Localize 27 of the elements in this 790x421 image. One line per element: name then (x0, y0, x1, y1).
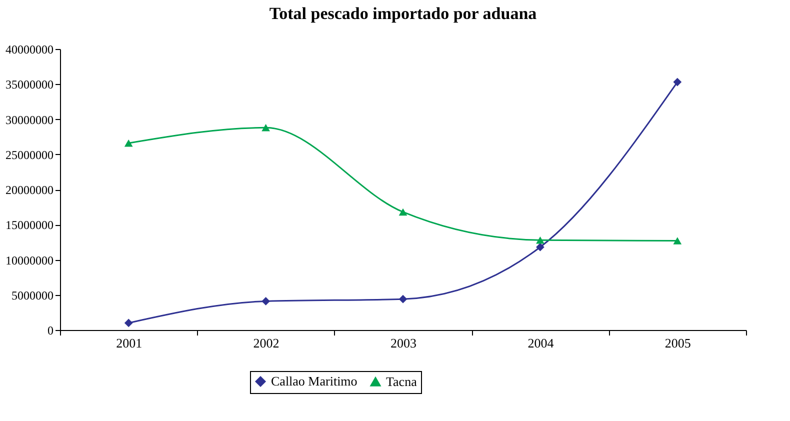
legend-label: Tacna (386, 374, 418, 389)
y-tick-label: 0 (48, 324, 54, 338)
point (536, 242, 544, 252)
y-tick-label: 20000000 (6, 183, 54, 197)
x-tick-label: 2005 (664, 336, 691, 350)
y-tick-label: 25000000 (6, 148, 54, 162)
point (673, 78, 682, 86)
x-tick-label: 2004 (528, 336, 554, 350)
point (262, 124, 270, 132)
x-tick-label: 2003 (390, 336, 416, 350)
point (124, 140, 133, 147)
y-tick-label: 10000000 (6, 253, 54, 268)
x-tick-label: 2002 (253, 336, 280, 350)
point (398, 208, 408, 216)
y-tick-label: 35000000 (6, 78, 54, 92)
y-tick-label: 15000000 (6, 218, 54, 232)
chart-title: Total pescado importado por aduana (269, 4, 538, 23)
x-tick-label: 2001 (116, 336, 142, 350)
legend-label: Callao Maritimo (271, 374, 358, 389)
point (124, 318, 133, 328)
point (536, 236, 544, 244)
y-tick-label: 40000000 (6, 42, 54, 56)
y-tick-label: 5000000 (12, 288, 54, 302)
y-tick-label: 30000000 (6, 112, 54, 127)
point (398, 294, 408, 304)
point (262, 297, 270, 306)
point (673, 237, 682, 244)
